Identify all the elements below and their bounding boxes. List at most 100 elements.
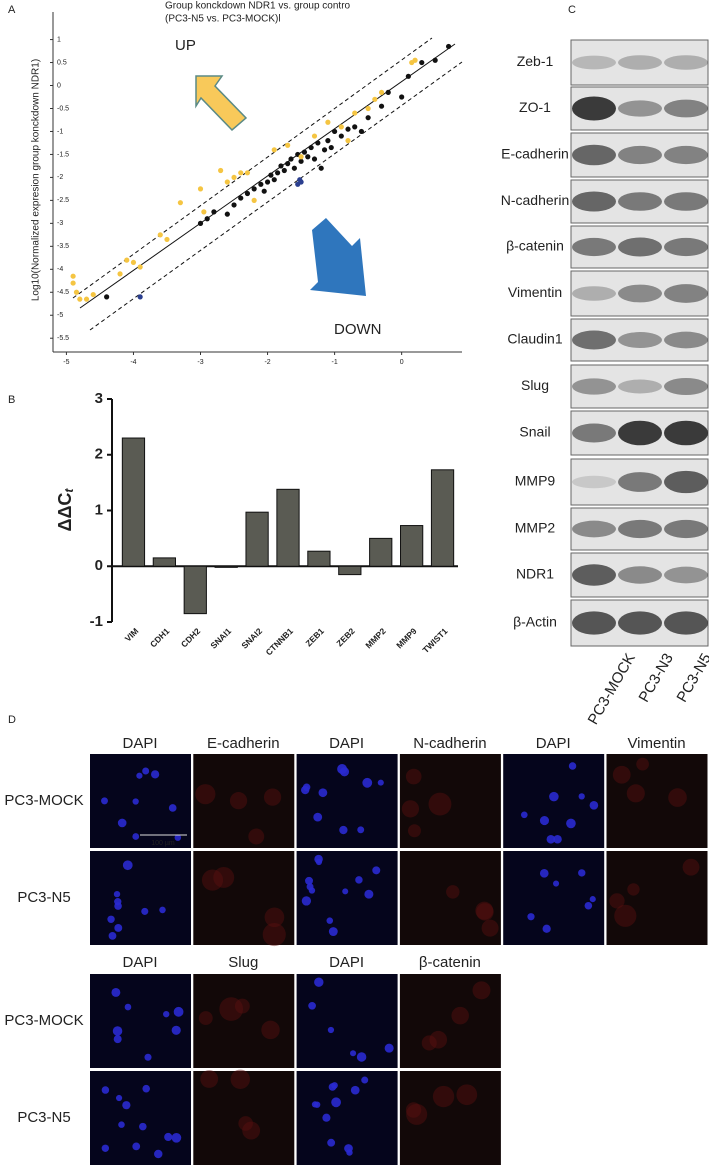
blot-band <box>664 55 708 70</box>
nucleus <box>566 818 576 829</box>
nucleus <box>308 1001 316 1010</box>
point <box>275 170 281 176</box>
nucleus <box>314 977 324 987</box>
point <box>137 294 143 300</box>
x-tick-label: 0 <box>400 359 404 366</box>
bar <box>183 565 207 615</box>
point <box>238 170 244 176</box>
point <box>399 94 405 100</box>
y-tick-label: -5 <box>57 312 63 319</box>
point <box>201 209 207 215</box>
nucleus <box>101 797 108 805</box>
nucleus <box>112 1026 123 1036</box>
nucleus <box>139 1122 147 1131</box>
stain-label: E-cadherin <box>207 735 280 752</box>
y-tick-label: -3.5 <box>57 243 69 250</box>
nucleus <box>154 1149 163 1159</box>
stain-signal <box>401 800 420 818</box>
point <box>130 259 137 266</box>
blot-band <box>618 566 662 584</box>
point <box>204 216 210 222</box>
nucleus <box>118 1121 125 1128</box>
nucleus <box>314 854 323 864</box>
nucleus <box>117 818 127 828</box>
blot-frame <box>570 39 709 86</box>
blot-band <box>618 611 662 635</box>
point <box>298 154 304 160</box>
nucleus <box>546 834 556 844</box>
point <box>405 73 411 79</box>
micrograph <box>296 974 398 1068</box>
point <box>321 147 328 153</box>
stain-label: DAPI <box>329 954 364 971</box>
stain-label: DAPI <box>122 954 157 971</box>
down-arrow <box>310 218 366 296</box>
protein-label: NDR1 <box>516 566 554 582</box>
bar <box>430 469 455 567</box>
blot-band <box>618 100 662 117</box>
blot-band <box>664 237 708 257</box>
nucleus <box>568 762 577 770</box>
nucleus <box>305 876 314 885</box>
y-tick-label: 1 <box>95 501 103 518</box>
nucleus <box>132 1142 141 1151</box>
nucleus <box>159 906 166 914</box>
point <box>251 186 257 192</box>
blot-band <box>572 330 616 350</box>
point <box>338 124 344 130</box>
nucleus <box>553 834 562 844</box>
point <box>124 257 130 263</box>
stain-signal <box>472 981 491 1000</box>
blot-band <box>618 145 662 165</box>
point <box>358 128 365 135</box>
row-label: PC3-N5 <box>17 1109 70 1126</box>
nucleus <box>132 798 139 805</box>
blot-band <box>618 472 662 492</box>
x-tick-label: SNAI1 <box>208 626 233 651</box>
point <box>352 124 358 130</box>
point <box>325 119 331 125</box>
blot-band <box>618 55 662 70</box>
bar <box>369 537 393 567</box>
sample-label: PC3-MOCK <box>585 650 639 727</box>
nucleus <box>313 812 323 822</box>
nucleus <box>589 896 596 903</box>
y-tick-label: -1.5 <box>57 151 69 158</box>
nucleus <box>362 777 373 788</box>
point <box>268 172 274 178</box>
bar <box>214 565 238 568</box>
point <box>285 161 291 167</box>
blot-band <box>618 420 662 446</box>
x-tick-label: TWIST1 <box>420 626 449 655</box>
point <box>218 167 224 174</box>
stain-signal <box>407 824 421 838</box>
nucleus <box>107 915 115 923</box>
stain-signal <box>432 1085 455 1108</box>
protein-label: MMP9 <box>515 473 556 489</box>
micrograph <box>193 851 295 945</box>
point <box>311 133 318 139</box>
y-tick-label: -2.5 <box>57 197 69 204</box>
point <box>271 147 277 153</box>
nucleus <box>144 1053 152 1061</box>
blot-band <box>664 611 708 635</box>
protein-label: Snail <box>519 424 550 440</box>
blot-band <box>618 237 662 257</box>
nucleus <box>301 896 312 906</box>
y-tick-label: -3 <box>57 220 63 227</box>
stain-signal <box>230 1069 250 1090</box>
panel-label: C <box>568 4 576 16</box>
x-tick-label: ZEB2 <box>334 626 357 649</box>
point <box>244 190 251 197</box>
stain-signal <box>614 904 637 927</box>
nucleus <box>589 800 599 810</box>
y-tick-label: -0.5 <box>57 105 69 112</box>
stain-signal <box>200 1070 219 1088</box>
protein-label: Slug <box>521 377 549 393</box>
point <box>285 142 291 148</box>
stain-signal <box>609 893 625 909</box>
point <box>258 181 264 187</box>
blot-band <box>664 331 708 349</box>
